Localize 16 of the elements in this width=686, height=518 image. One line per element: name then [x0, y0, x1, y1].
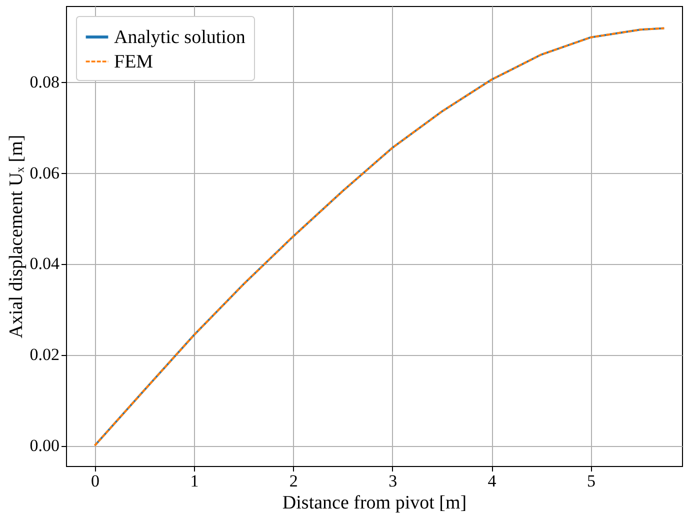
x-tick-label: 4: [488, 472, 497, 490]
y-tick-label: 0.00: [30, 436, 60, 456]
y-tick-label: 0.08: [30, 72, 60, 92]
x-tick-label: 3: [388, 472, 398, 490]
y-tick-label: 0.04: [30, 254, 60, 274]
x-axis-title: Distance from pivot [m]: [282, 492, 467, 514]
y-tick-label: 0.02: [30, 345, 60, 364]
x-tick-label: 5: [586, 472, 596, 490]
x-tick-label: 0: [91, 472, 100, 490]
x-tick-label: 1: [190, 472, 199, 490]
line-series: [94, 27, 666, 447]
x-tick-label: 2: [289, 472, 298, 490]
y-axis-title: Axial displacement Uₓ [m]: [6, 134, 27, 338]
legend-label: Analytic solution: [114, 27, 246, 48]
y-tick-label: 0.06: [30, 163, 60, 182]
legend-label: FEM: [114, 52, 154, 72]
